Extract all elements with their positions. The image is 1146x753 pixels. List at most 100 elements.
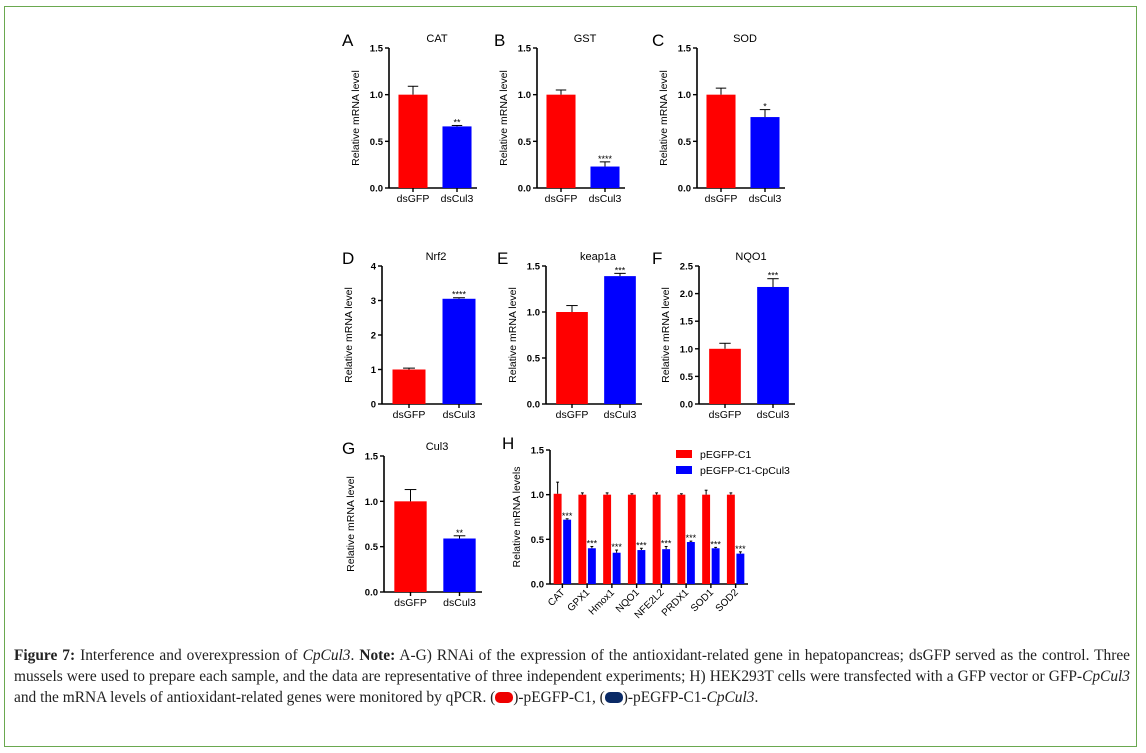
y-tick-label: 0.0 [527, 400, 540, 411]
panel-title: NQO1 [735, 251, 766, 263]
caption-intro: Interference and overexpression of [75, 647, 303, 664]
bar [604, 276, 636, 404]
bar [398, 94, 428, 188]
panel-title: CAT [426, 33, 447, 45]
significance-mark: *** [661, 538, 672, 548]
x-tick-label: dsGFP [545, 193, 578, 205]
bar [709, 348, 741, 404]
bar [443, 538, 476, 592]
y-axis-label: Relative mRNA level [345, 476, 357, 572]
legend-label: pEGFP-C1 [700, 449, 752, 461]
y-tick-label: 1.5 [518, 44, 532, 55]
x-tick-label: PRDX1 [660, 587, 692, 619]
x-tick-label: SOD2 [714, 587, 741, 614]
x-tick-label: dsGFP [709, 409, 742, 421]
x-tick-label: CAT [546, 587, 567, 608]
caption-gene: CpCul3 [302, 647, 351, 664]
y-axis-label: Relative mRNA level [507, 287, 519, 383]
bar [662, 549, 671, 584]
y-tick-label: 1 [371, 365, 377, 376]
bar [652, 494, 661, 584]
x-tick-label: dsCul3 [589, 193, 622, 205]
x-tick-label: SOD1 [689, 587, 716, 614]
bar [556, 312, 588, 404]
panel-d: D Nrf2 0 1 2 3 4 Relative mRNA level dsGFP **** ds… [342, 249, 482, 421]
legend-swatch [676, 450, 692, 458]
y-tick-label: 1.5 [678, 44, 692, 55]
panel-letter: F [652, 249, 662, 268]
y-tick-label: 2.0 [680, 289, 693, 300]
bar [702, 494, 711, 584]
y-axis-label: Relative mRNA level [350, 70, 362, 166]
caption-end: . [754, 689, 759, 706]
panel-letter: B [494, 31, 505, 50]
significance-mark: *** [735, 544, 746, 554]
y-tick-label: 1.0 [518, 90, 531, 101]
significance-mark: *** [615, 265, 626, 275]
bar [627, 494, 636, 584]
significance-mark: *** [611, 542, 622, 552]
y-tick-label: 1.0 [680, 344, 693, 355]
significance-mark: *** [768, 271, 779, 281]
caption-legend-navy: )-pEGFP-C1- [622, 689, 707, 706]
significance-mark: * [763, 102, 767, 112]
y-tick-label: 1.0 [678, 90, 691, 101]
y-tick-label: 1.0 [370, 90, 383, 101]
x-tick-label: dsGFP [556, 409, 589, 421]
x-tick-label: dsCul3 [441, 193, 474, 205]
panel-h: H 0.0 0.5 1.0 1.5 Relative mRNA levels *** CAT *… [502, 434, 790, 621]
x-tick-label: dsGFP [705, 193, 738, 205]
y-tick-label: 3 [371, 296, 376, 307]
panel-title: Nrf2 [426, 251, 447, 263]
bar [750, 117, 780, 188]
panel-letter: E [497, 249, 508, 268]
y-tick-label: 0.0 [518, 184, 531, 195]
bar [553, 493, 562, 584]
significance-mark: **** [598, 154, 613, 164]
panel-b: B GST 0.0 0.5 1.0 1.5 Relative mRNA level dsGFP… [494, 31, 625, 205]
caption-gene-3: CpCul3 [706, 689, 755, 706]
y-tick-label: 1.0 [365, 497, 378, 508]
x-tick-label: dsGFP [393, 409, 426, 421]
x-tick-label: dsCul3 [604, 409, 637, 421]
bar [394, 501, 427, 592]
significance-mark: *** [686, 533, 697, 543]
x-tick-label: dsCul3 [757, 409, 790, 421]
y-tick-label: 1.5 [527, 262, 541, 273]
y-tick-label: 0.0 [680, 400, 693, 411]
bar [612, 552, 621, 584]
y-tick-label: 1.0 [527, 308, 540, 319]
legend-swatch [676, 466, 692, 474]
y-tick-label: 0.5 [680, 372, 694, 383]
y-tick-label: 2.5 [680, 262, 694, 273]
x-tick-label: dsCul3 [443, 597, 476, 609]
significance-mark: *** [587, 538, 598, 548]
caption-legend-red: )-pEGFP-C1, ( [513, 689, 605, 706]
panel-a: A CAT 0.0 0.5 1.0 1.5 Relative mRNA level dsGFP… [342, 31, 477, 205]
panel-letter: C [652, 31, 664, 50]
panel-letter: D [342, 249, 354, 268]
x-tick-label: dsCul3 [443, 409, 476, 421]
y-tick-label: 1.5 [680, 317, 694, 328]
bar [590, 166, 620, 188]
significance-mark: *** [710, 539, 721, 549]
y-tick-label: 0.0 [365, 588, 378, 599]
panel-c: C SOD 0.0 0.5 1.0 1.5 Relative mRNA level dsGFP… [652, 31, 785, 205]
bar [736, 553, 745, 584]
y-tick-label: 1.5 [365, 452, 379, 463]
bar [706, 94, 736, 188]
caption-text-1: A-G) RNAi of the expression of the antio… [14, 647, 1131, 685]
y-tick-label: 0.0 [678, 184, 691, 195]
y-tick-label: 0.5 [370, 137, 384, 148]
bar [587, 548, 596, 584]
y-axis-label: Relative mRNA level [343, 287, 355, 383]
y-tick-label: 0.5 [527, 354, 541, 365]
significance-mark: *** [562, 511, 573, 521]
significance-mark: ** [453, 117, 461, 127]
significance-mark: *** [636, 540, 647, 550]
y-tick-label: 0.5 [531, 535, 545, 546]
x-tick-label: dsCul3 [749, 193, 782, 205]
bar [726, 494, 735, 584]
caption-intro-end: . [350, 647, 360, 664]
